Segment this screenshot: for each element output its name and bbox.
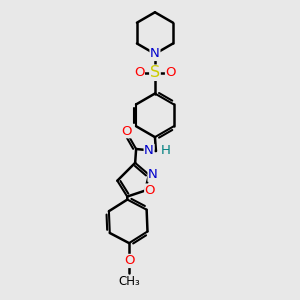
- Text: H: H: [161, 145, 171, 158]
- Text: O: O: [145, 184, 155, 197]
- Text: S: S: [150, 65, 160, 80]
- Text: N: N: [144, 145, 154, 158]
- Text: O: O: [121, 125, 131, 138]
- Text: O: O: [134, 66, 144, 79]
- Text: N: N: [150, 47, 160, 60]
- Text: CH₃: CH₃: [118, 275, 140, 288]
- Text: O: O: [166, 66, 176, 79]
- Text: N: N: [148, 168, 158, 181]
- Text: O: O: [124, 254, 134, 267]
